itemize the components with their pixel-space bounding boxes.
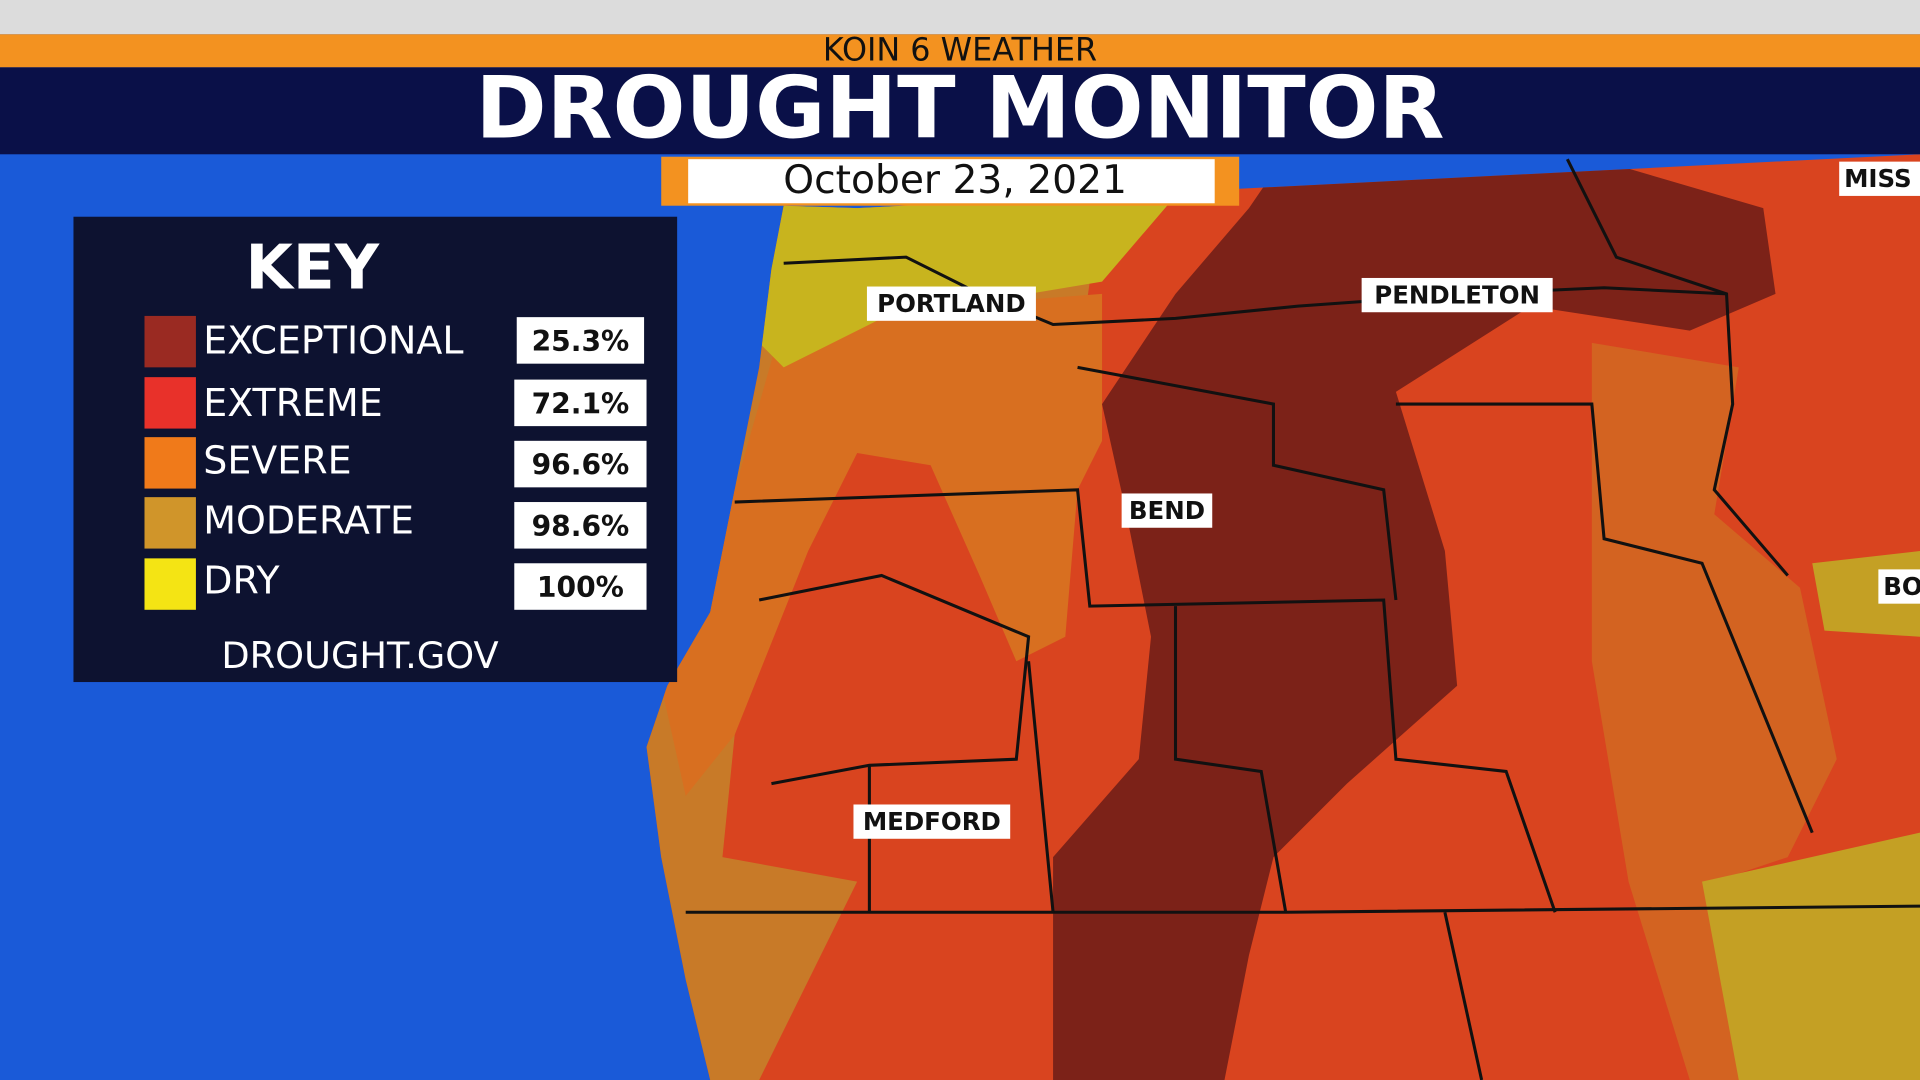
key-percent: 100% — [537, 571, 624, 604]
key-label: SEVERE — [203, 438, 351, 482]
city-box — [853, 804, 1011, 839]
top-strip — [0, 0, 1920, 35]
title-bar — [0, 67, 1920, 155]
key-percent-box — [516, 317, 645, 364]
city-box — [1878, 569, 1920, 604]
key-label: EXCEPTIONAL — [203, 318, 463, 362]
key-percent: 72.1% — [532, 387, 630, 420]
exceptional-area — [1053, 154, 1776, 1080]
city-label: PENDLETON — [1374, 280, 1540, 309]
key-swatch — [144, 377, 196, 429]
key-percent-box — [514, 440, 647, 488]
key-rows: EXCEPTIONAL 25.3% EXTREME 72.1% SEVERE 9… — [144, 315, 647, 610]
boundaries — [685, 158, 1920, 1080]
key-swatch — [144, 558, 196, 610]
city-label: MEDFORD — [863, 807, 1001, 836]
key-label: MODERATE — [203, 498, 414, 542]
city-label: MISS — [1844, 164, 1912, 193]
title: DROUGHT MONITOR — [475, 58, 1444, 158]
city-label: PORTLAND — [877, 289, 1026, 318]
city-box — [1839, 161, 1920, 196]
severe-area — [661, 293, 1103, 796]
key-title: KEY — [245, 232, 379, 303]
key-swatch — [144, 315, 196, 368]
key-percent-box — [514, 379, 647, 427]
network-bar — [0, 34, 1920, 68]
key-swatch — [144, 497, 196, 549]
key-swatch — [144, 437, 196, 489]
key-label: EXTREME — [203, 381, 383, 425]
city-box — [1361, 277, 1553, 313]
key-percent-box — [514, 563, 647, 610]
date-box — [688, 159, 1215, 204]
city-label: BO — [1883, 572, 1920, 601]
city-label: BEND — [1129, 496, 1205, 525]
city-box — [1121, 493, 1213, 528]
key-source: DROUGHT.GOV — [221, 634, 498, 677]
city-box — [866, 286, 1036, 321]
key-percent: 25.3% — [532, 325, 630, 358]
key-percent: 96.6% — [532, 449, 630, 482]
key-percent: 98.6% — [532, 510, 630, 543]
key-label: DRY — [203, 558, 280, 602]
network-name: KOIN 6 WEATHER — [823, 30, 1097, 68]
date: October 23, 2021 — [783, 158, 1127, 203]
moderate-area-east — [1702, 551, 1920, 1080]
key-percent-box — [514, 502, 647, 549]
